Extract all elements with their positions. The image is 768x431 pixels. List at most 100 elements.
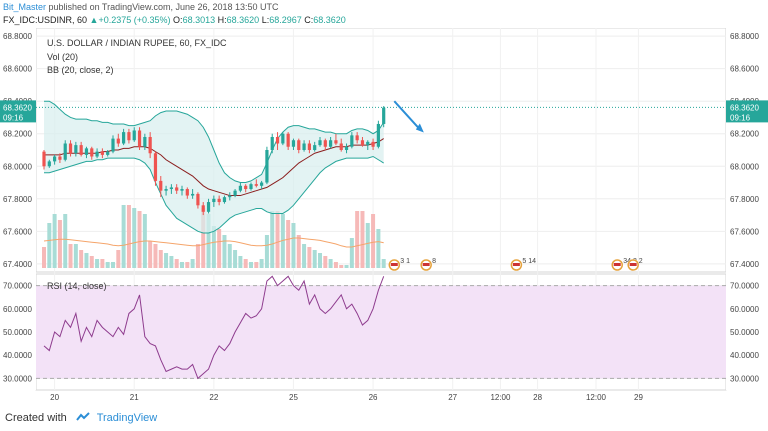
- volume-bar: [211, 226, 216, 268]
- candle-body: [371, 141, 375, 147]
- author-link[interactable]: Bit_Master: [3, 2, 47, 12]
- volume-bar: [371, 214, 376, 268]
- candle-body: [132, 130, 136, 141]
- flag-stripe-icon: [613, 263, 621, 266]
- bollinger-basis-line: [44, 138, 384, 197]
- volume-bar: [132, 208, 137, 268]
- volume-bar: [111, 262, 115, 268]
- candle-body: [180, 189, 184, 191]
- legend-title: U.S. DOLLAR / INDIAN RUPEE, 60, FX_IDC: [47, 38, 227, 48]
- volume-bar: [185, 262, 190, 268]
- volume-bar: [339, 265, 344, 268]
- footer: Created with TradingView: [0, 404, 768, 431]
- high-label: H:: [217, 15, 227, 25]
- change-arrow-icon: ▲: [89, 15, 99, 25]
- candle-body: [297, 140, 301, 150]
- legend-bb: BB (20, close, 2): [47, 65, 114, 75]
- volume-bar: [333, 262, 338, 268]
- candle-body: [222, 197, 227, 203]
- volume-bar: [121, 205, 126, 268]
- price-axis-label-left: 67.8000: [3, 195, 32, 204]
- candle-body: [42, 151, 46, 167]
- candle-body: [313, 145, 317, 150]
- volume-bar: [264, 235, 269, 268]
- candle-body: [244, 185, 248, 190]
- candle-body: [254, 184, 258, 186]
- x-axis-label: 22: [209, 393, 218, 402]
- event-label: 8: [432, 258, 436, 265]
- price-axis-label-right: 68.6000: [730, 65, 759, 74]
- flag-stripe-icon: [422, 263, 430, 266]
- created-with-label: Created with: [5, 412, 67, 424]
- low-value: 68.2967: [269, 15, 302, 25]
- candle-body: [366, 141, 370, 146]
- price-axis-label-left: 67.4000: [3, 260, 32, 269]
- volume-bar: [95, 259, 100, 268]
- flag-stripe-icon: [390, 263, 398, 266]
- symbol-info: FX_IDC:USDINR, 60 ▲+0.2375 (+0.35%) O:68…: [3, 15, 346, 25]
- open-label: O:: [173, 15, 183, 25]
- candle-body: [169, 187, 173, 190]
- candle-body: [122, 132, 126, 144]
- price-axis-label-left: 67.6000: [3, 227, 32, 236]
- volume-bar: [89, 256, 94, 268]
- x-axis-label: 29: [634, 393, 643, 402]
- x-axis-label: 12:00: [490, 393, 511, 402]
- volume-bar: [312, 250, 317, 268]
- event-label: 5 14: [522, 258, 536, 265]
- candle-body: [212, 198, 216, 203]
- x-axis-label: 21: [130, 393, 139, 402]
- candle-body: [360, 140, 365, 146]
- candle-body: [217, 198, 221, 203]
- candle-body: [270, 136, 274, 150]
- candle-body: [84, 148, 89, 155]
- rsi-axis-label-right: 40.0000: [730, 351, 759, 360]
- candle-body: [79, 145, 83, 155]
- left-axis: [0, 28, 36, 390]
- rsi-axis-label-left: 70.0000: [3, 282, 32, 291]
- rsi-band: [36, 285, 726, 379]
- volume-ma-line: [43, 237, 384, 248]
- candle-body: [191, 193, 195, 196]
- volume-bar: [137, 211, 142, 268]
- candle-body: [228, 195, 232, 198]
- volume-bar: [360, 211, 365, 268]
- tradingview-brand-link[interactable]: TradingView: [96, 412, 158, 424]
- volume-bar: [206, 214, 211, 268]
- volume-bar: [148, 241, 153, 268]
- volume-bar: [307, 247, 312, 268]
- price-axis-label-left: 68.0000: [3, 162, 32, 171]
- forecast-arrow-head: [415, 123, 424, 133]
- rsi-axis-label-left: 30.0000: [3, 374, 32, 383]
- last-price-label-left: 68.3620: [3, 103, 32, 112]
- x-axis-label: 28: [533, 393, 542, 402]
- rsi-axis-label-left: 60.0000: [3, 305, 32, 314]
- x-axis-label: 25: [289, 393, 298, 402]
- candle-body: [68, 143, 73, 154]
- candle-body: [238, 185, 242, 191]
- volume-bar: [174, 259, 179, 268]
- volume-bar: [79, 250, 84, 268]
- price-axis-label-left: 68.8000: [3, 32, 32, 41]
- volume-bar: [328, 259, 333, 268]
- volume-bar: [47, 223, 52, 268]
- rsi-axis-label-left: 40.0000: [3, 351, 32, 360]
- price-axis-label-right: 67.8000: [730, 195, 759, 204]
- candle-body: [90, 148, 94, 157]
- candle-body: [201, 205, 205, 212]
- close-value: 68.3620: [313, 15, 346, 25]
- rsi-axis-label-left: 50.0000: [3, 328, 32, 337]
- candle-body: [376, 123, 380, 147]
- forecast-arrow: [393, 100, 422, 132]
- chart-canvas[interactable]: 68.800068.800068.600068.600068.400068.40…: [0, 28, 768, 403]
- x-axis-label: 27: [448, 393, 457, 402]
- candle-body: [249, 184, 253, 190]
- volume-bar: [349, 238, 354, 268]
- low-label: L:: [261, 15, 270, 25]
- candle-body: [339, 143, 343, 150]
- last-price-label-right: 68.3620: [730, 103, 759, 112]
- x-axis-label: 20: [50, 393, 59, 402]
- volume-bar: [63, 214, 68, 268]
- candle-body: [233, 190, 237, 196]
- volume-bar: [381, 259, 386, 268]
